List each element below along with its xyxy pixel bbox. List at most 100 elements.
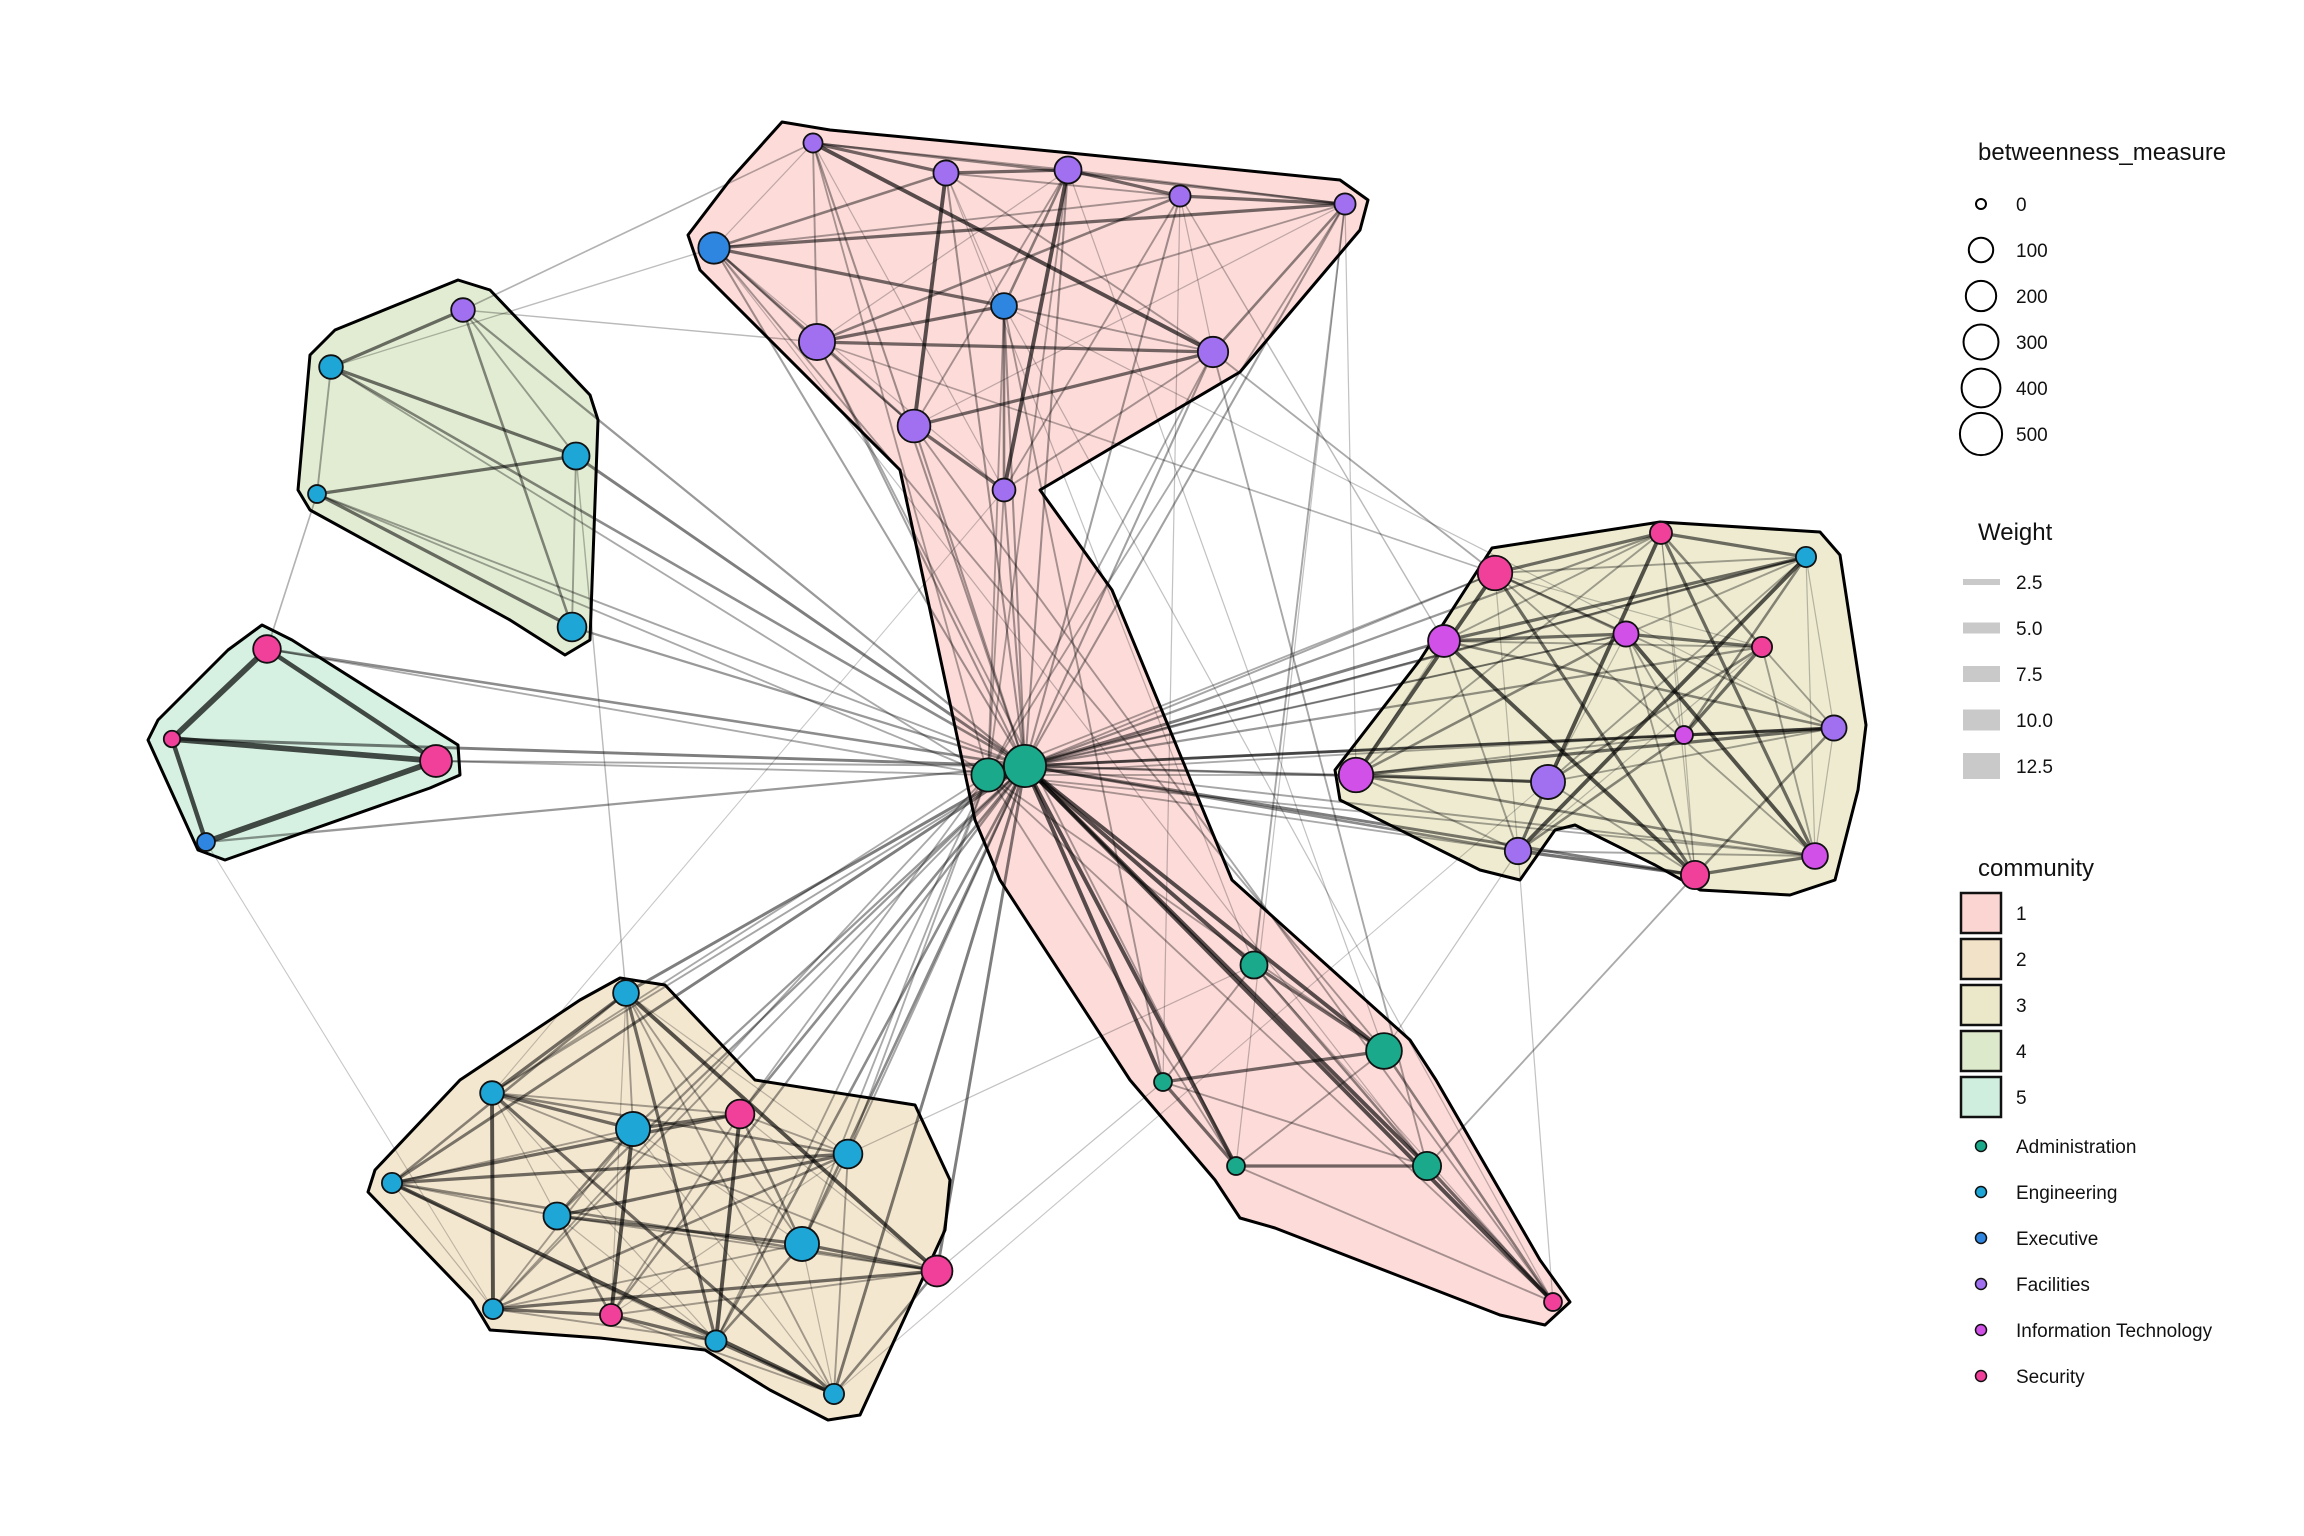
node-b7 [542, 1201, 572, 1231]
node-s2 [1365, 1032, 1403, 1070]
node-f1 [252, 634, 282, 664]
node-d2 [1649, 521, 1673, 545]
edge-c-e5 [570, 625, 1027, 768]
edge-e3-e5 [571, 455, 577, 628]
edge-d8-d12 [1693, 726, 1836, 877]
edge-d1-d3 [1494, 556, 1807, 574]
edge-a4-s3 [1162, 195, 1181, 1083]
edge-c2-a11 [987, 489, 1005, 776]
legend-department-swatch [1974, 1369, 1988, 1383]
node-s3 [1153, 1072, 1173, 1092]
edge-d3-d4 [1442, 555, 1808, 643]
node-d9 [1337, 756, 1375, 794]
edge-a5-s4 [1235, 203, 1346, 1167]
edge-b11-b13 [610, 1314, 835, 1395]
edge-d1-d13 [1494, 572, 1816, 857]
edge-b12-b13 [714, 1339, 836, 1396]
legend-weight-title: Weight [1978, 519, 2053, 546]
edge-e2-a6 [330, 247, 715, 368]
node-d3 [1795, 546, 1817, 568]
legend-weight-label: 10.0 [2016, 711, 2053, 732]
edge-c-e2 [329, 365, 1027, 768]
edge-c-s6 [1023, 764, 1555, 1304]
node-e3 [561, 441, 591, 471]
edge-c-b2 [491, 765, 1026, 1094]
edge-c2-a9 [987, 351, 1214, 776]
edge-b7-b8 [555, 1214, 804, 1246]
graph-nodes [162, 132, 1848, 1405]
edge-c-a10 [912, 424, 1027, 768]
node-a7 [990, 292, 1018, 320]
legend-department-label: Facilities [2016, 1275, 2090, 1296]
node-b11 [599, 1303, 623, 1327]
edge-d4-d9 [1355, 640, 1445, 776]
edge-b1-e3 [575, 455, 627, 994]
edge-b4-b5 [390, 1112, 742, 1185]
edge-c2-d3 [987, 556, 1807, 776]
edge-c-a1 [811, 141, 1027, 768]
edge-c-a3 [1023, 168, 1070, 768]
edge-c-b12 [714, 764, 1027, 1343]
edge-a10-a11 [912, 424, 1006, 492]
edge-e1-a1 [462, 142, 814, 311]
edge-s2-s4 [1235, 1050, 1385, 1167]
edge-c2-e4 [316, 493, 989, 776]
node-b2 [479, 1080, 505, 1106]
node-e5 [556, 611, 588, 643]
edge-c-f2 [170, 737, 1027, 768]
edge-b4-b11 [610, 1113, 741, 1316]
edge-b8-b13 [801, 1243, 835, 1395]
edge-c-b4 [738, 764, 1027, 1116]
edge-s2-s6 [1382, 1049, 1555, 1304]
edge-d1-d12 [1493, 571, 1697, 877]
edge-d2-d10 [1546, 531, 1663, 784]
edge-c-a9 [1023, 350, 1215, 768]
edge-c-d3 [1023, 555, 1808, 768]
legend-department-label: Information Technology [2016, 1321, 2213, 1342]
legend-community-swatch [1959, 983, 2003, 1027]
edge-c-d13 [1024, 765, 1816, 857]
edge-b2-b10 [490, 1091, 495, 1311]
legend-community-swatch [1959, 891, 2003, 935]
edge-d1-d5 [1493, 571, 1628, 636]
edge-a7-a9 [1003, 305, 1214, 353]
edge-b4-b9 [739, 1113, 938, 1272]
edge-a4-a11 [1003, 195, 1181, 491]
node-s6 [1543, 1292, 1563, 1312]
edge-d6-d10 [1546, 645, 1764, 784]
edge-s5-s6 [1425, 1164, 1555, 1304]
node-s1 [1239, 950, 1269, 980]
edge-a4-a9 [1179, 195, 1214, 353]
edge-c-d9 [1024, 765, 1357, 776]
edge-c2-d13 [987, 774, 1816, 857]
edge-s3-s5 [1162, 1081, 1428, 1167]
edge-d4-d12 [1442, 639, 1697, 877]
node-d1 [1476, 554, 1514, 592]
edge-a2-a6 [712, 171, 948, 250]
edge-a5-a7 [1003, 203, 1346, 307]
edge-e2-e3 [329, 365, 578, 458]
edge-b3-b7 [555, 1127, 635, 1218]
edge-a9-a11 [1003, 351, 1214, 491]
edge-b6-b7 [555, 1152, 850, 1218]
edge-b11-b12 [609, 1313, 718, 1343]
node-c2 [970, 757, 1006, 793]
edge-d5-d7 [1625, 633, 1685, 736]
node-f3 [419, 744, 453, 778]
legend-community-swatch [1959, 1075, 2003, 1119]
node-c [1003, 744, 1047, 788]
legend-department-label: Security [2016, 1367, 2085, 1388]
edge-d7-d12 [1683, 734, 1696, 876]
edge-f3-f4 [203, 758, 439, 845]
edge-d11-s2 [1383, 850, 1519, 1052]
edge-b5-b6 [390, 1152, 850, 1185]
edge-b2-b13 [490, 1091, 836, 1396]
node-b3 [615, 1111, 651, 1147]
edge-a1-a6 [713, 142, 814, 249]
edge-c-b6 [847, 765, 1026, 1155]
edge-c-e1 [461, 308, 1027, 768]
edge-a3-s2 [1067, 169, 1385, 1052]
edge-a1-a9 [811, 141, 1215, 354]
edge-d6-d11 [1517, 646, 1763, 852]
